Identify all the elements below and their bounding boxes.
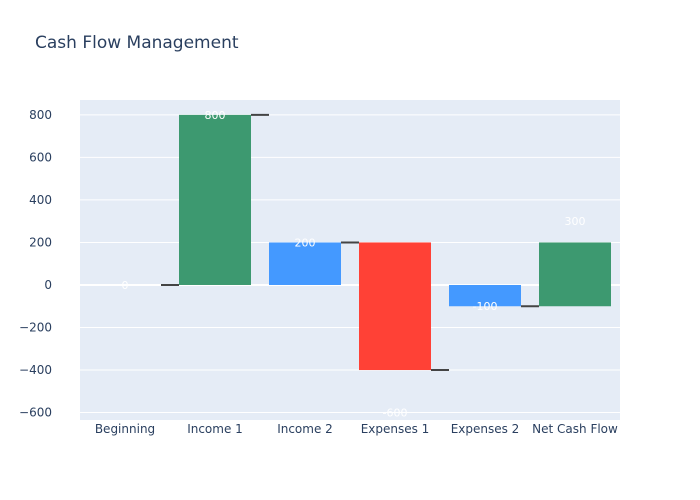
data-label: 0 xyxy=(122,279,129,292)
bar xyxy=(269,242,341,285)
plot-background xyxy=(80,100,620,420)
bar xyxy=(449,284,521,307)
y-tick-label: 200 xyxy=(29,235,52,249)
data-label: -100 xyxy=(473,300,498,313)
y-tick-label: −600 xyxy=(19,406,52,420)
x-tick-label: Expenses 2 xyxy=(451,422,520,436)
chart-title: Cash Flow Management xyxy=(35,33,239,53)
data-label: -600 xyxy=(383,407,408,420)
y-tick-label: 600 xyxy=(29,150,52,164)
x-tick-label: Net Cash Flow xyxy=(532,422,618,436)
data-label: 200 xyxy=(295,236,316,249)
bar xyxy=(359,242,431,371)
x-tick-label: Income 1 xyxy=(187,422,243,436)
data-label: 800 xyxy=(205,109,226,122)
data-label: 300 xyxy=(565,215,586,228)
y-tick-label: −400 xyxy=(19,363,52,377)
x-axis-ticks: Beginning Income 1 Income 2 Expenses 1 Expen… xyxy=(95,422,618,436)
x-tick-label: Expenses 1 xyxy=(361,422,430,436)
grid-lines xyxy=(80,114,620,414)
bar xyxy=(539,242,611,307)
y-tick-label: 800 xyxy=(29,108,52,122)
y-tick-label: −200 xyxy=(19,321,52,335)
bars xyxy=(179,114,611,371)
bar xyxy=(179,114,251,285)
x-tick-label: Beginning xyxy=(95,422,155,436)
data-labels: 0 800 200 -600 -100 300 xyxy=(122,109,586,420)
y-tick-label: 400 xyxy=(29,193,52,207)
y-tick-label: 0 xyxy=(44,278,52,292)
connectors xyxy=(161,113,539,372)
y-axis-ticks: −600 −400 −200 0 200 400 600 800 xyxy=(19,108,52,420)
x-tick-label: Income 2 xyxy=(277,422,333,436)
